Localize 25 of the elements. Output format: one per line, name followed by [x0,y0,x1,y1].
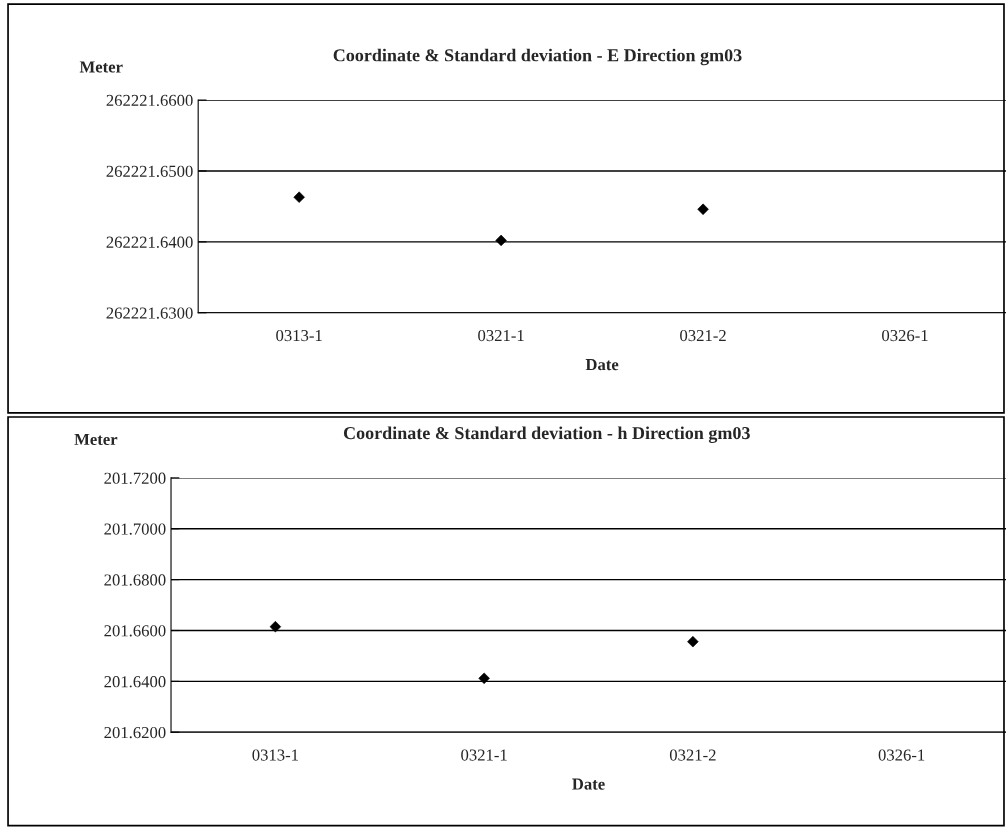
y-axis-title: Meter [79,61,123,73]
x-tick-label: 0313-1 [276,329,322,342]
y-tick-label: 201.6600 [104,625,166,637]
x-tick-label: 0326-1 [878,749,925,761]
x-axis-title: Date [572,778,605,790]
x-tick-label: 0321-1 [478,329,524,342]
x-axis-title: Date [585,359,619,371]
y-axis-title: Meter [74,433,118,445]
point [697,203,709,215]
y-tick-label: 201.6200 [104,726,166,739]
x-tick-label: 0313-1 [252,749,298,761]
y-tick-label: 201.6800 [104,574,166,586]
chart-title: Coordinate & Standard deviation - h Direction gm03 [343,426,750,443]
y-tick-label: 262221.6300 [106,307,193,319]
y-tick-label: 262221.6500 [106,165,193,177]
y-tick-label: 262221.6400 [106,236,193,248]
y-tick-label: 201.6400 [104,676,166,688]
y-tick-label: 201.7000 [104,523,166,535]
x-tick-label: 0326-1 [882,329,928,342]
x-tick-label: 0321-2 [669,749,716,761]
chart-title: Coordinate & Standard deviation - E Direction gm03 [333,48,742,66]
x-tick-label: 0321-1 [461,749,507,761]
x-tick-label: 0321-2 [680,329,726,342]
y-tick-label: 262221.6600 [106,94,193,107]
y-tick-label: 201.7200 [104,472,166,484]
